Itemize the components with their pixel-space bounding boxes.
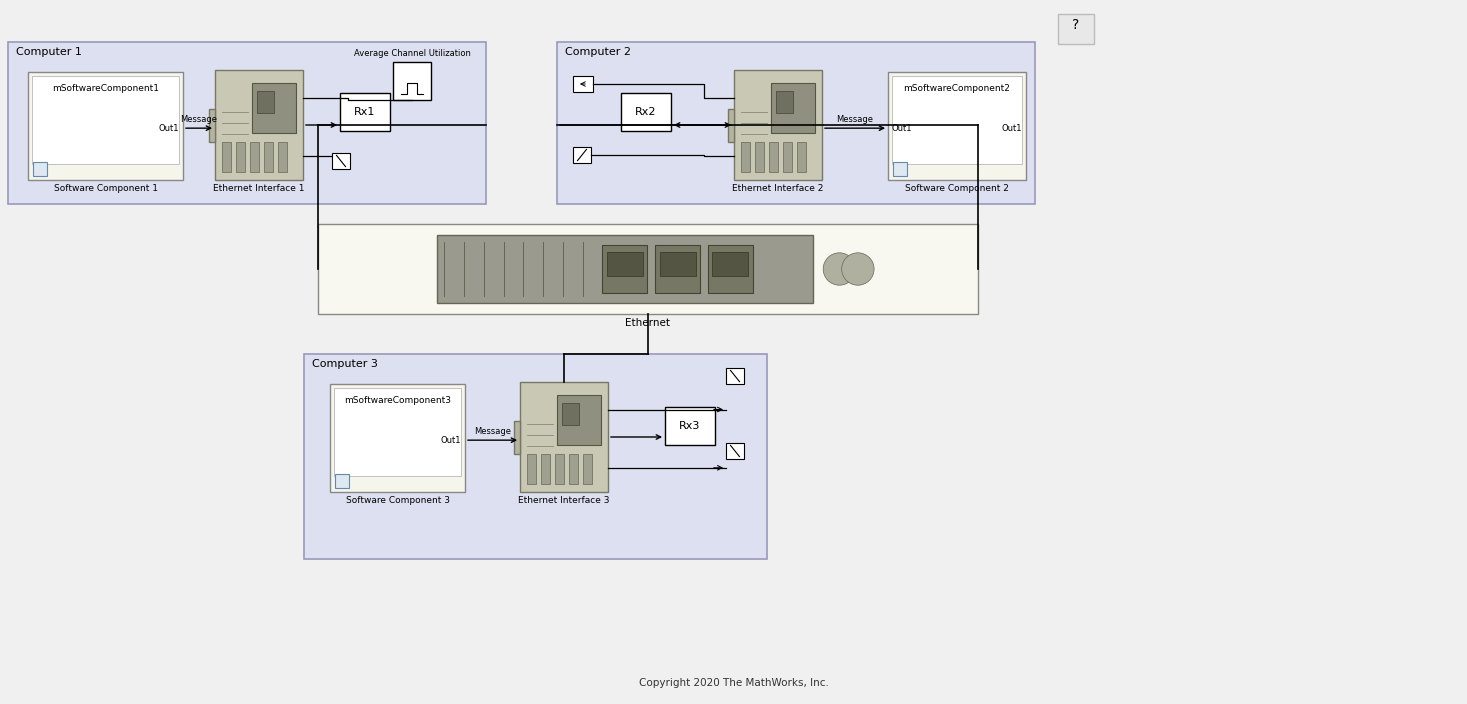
Text: mSoftwareComponent1: mSoftwareComponent1 <box>51 84 158 93</box>
Bar <box>726 368 744 384</box>
Text: Out1: Out1 <box>1002 124 1022 132</box>
Bar <box>776 91 794 113</box>
Bar <box>251 142 260 172</box>
Bar <box>654 245 700 293</box>
Bar <box>332 153 351 169</box>
Bar <box>330 384 465 492</box>
Bar <box>665 407 714 445</box>
Bar <box>340 93 390 131</box>
Bar <box>32 162 47 176</box>
Bar <box>772 83 816 132</box>
Bar <box>527 453 535 484</box>
Bar <box>728 108 734 142</box>
Bar <box>304 354 767 559</box>
Bar <box>621 93 670 131</box>
Bar <box>257 91 274 113</box>
Bar <box>393 62 431 100</box>
Bar <box>318 224 978 314</box>
Text: ?: ? <box>1072 18 1080 32</box>
Text: Ethernet Interface 2: Ethernet Interface 2 <box>732 184 823 193</box>
Bar <box>892 76 1022 164</box>
Text: Rx2: Rx2 <box>635 107 657 117</box>
Bar <box>1058 14 1094 44</box>
Text: mSoftwareComponent3: mSoftwareComponent3 <box>343 396 450 405</box>
Text: Message: Message <box>836 115 873 124</box>
Bar <box>28 72 183 180</box>
Bar <box>574 147 591 163</box>
Circle shape <box>823 253 855 285</box>
Bar <box>574 76 593 92</box>
Text: Ethernet Interface 3: Ethernet Interface 3 <box>518 496 610 505</box>
Text: Rx3: Rx3 <box>679 421 701 431</box>
Bar <box>222 142 230 172</box>
Text: Out1: Out1 <box>440 436 461 445</box>
Text: Computer 3: Computer 3 <box>312 359 378 369</box>
Bar <box>584 453 593 484</box>
Bar <box>893 162 907 176</box>
Text: Computer 2: Computer 2 <box>565 47 631 57</box>
Text: Rx1: Rx1 <box>355 107 376 117</box>
Bar <box>769 142 778 172</box>
Text: Software Component 1: Software Component 1 <box>53 184 157 193</box>
Text: Out1: Out1 <box>892 124 912 132</box>
Bar <box>216 70 304 180</box>
Bar <box>437 235 813 303</box>
Circle shape <box>842 253 874 285</box>
Bar <box>741 142 750 172</box>
Bar <box>607 252 643 276</box>
Bar <box>208 108 216 142</box>
Bar <box>888 72 1025 180</box>
Text: Software Component 2: Software Component 2 <box>905 184 1009 193</box>
Bar <box>513 420 519 453</box>
Bar <box>32 76 179 164</box>
Bar <box>334 388 461 476</box>
Bar <box>7 42 486 204</box>
Bar <box>798 142 807 172</box>
Bar <box>279 142 288 172</box>
Text: Ethernet Interface 1: Ethernet Interface 1 <box>213 184 305 193</box>
Text: Ethernet: Ethernet <box>625 318 670 328</box>
Text: Out1: Out1 <box>158 124 179 132</box>
Text: Message: Message <box>474 427 511 436</box>
Bar <box>252 83 296 132</box>
Text: Copyright 2020 The MathWorks, Inc.: Copyright 2020 The MathWorks, Inc. <box>638 678 829 688</box>
Bar <box>519 382 607 492</box>
Bar <box>569 453 578 484</box>
Bar <box>562 403 579 425</box>
Bar <box>660 252 695 276</box>
Bar <box>603 245 647 293</box>
Text: Software Component 3: Software Component 3 <box>346 496 449 505</box>
Bar <box>756 142 764 172</box>
Bar <box>557 395 601 445</box>
Text: mSoftwareComponent2: mSoftwareComponent2 <box>904 84 1011 93</box>
Bar <box>726 443 744 459</box>
Bar <box>734 70 822 180</box>
Bar <box>711 252 748 276</box>
Bar <box>236 142 245 172</box>
Text: Computer 1: Computer 1 <box>16 47 82 57</box>
Text: Message: Message <box>180 115 217 124</box>
Bar <box>557 42 1036 204</box>
Text: Average Channel Utilization: Average Channel Utilization <box>354 49 471 58</box>
Bar <box>541 453 550 484</box>
Bar <box>334 474 349 488</box>
Bar <box>783 142 792 172</box>
Bar <box>707 245 753 293</box>
Bar <box>555 453 563 484</box>
Bar <box>264 142 273 172</box>
